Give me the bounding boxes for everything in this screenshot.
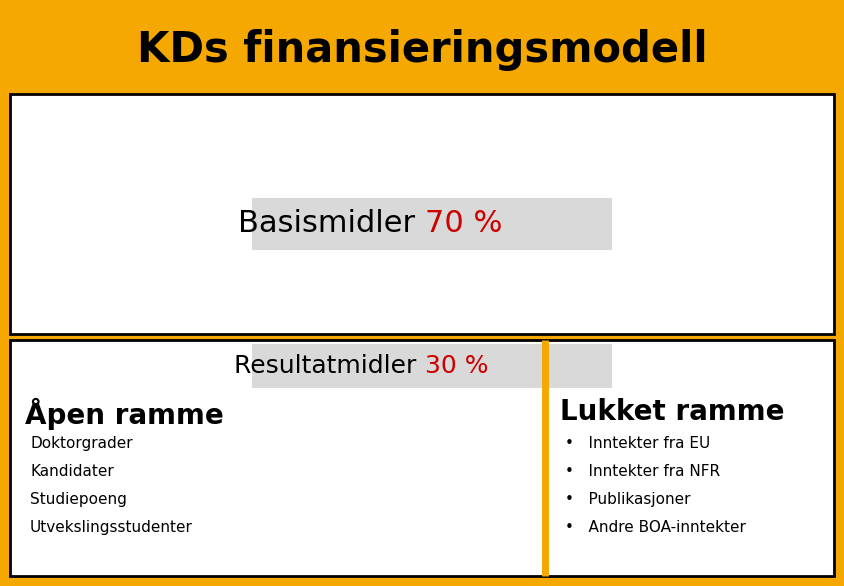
Text: •   Publikasjoner: • Publikasjoner	[565, 492, 690, 507]
Text: Resultatmidler: Resultatmidler	[235, 354, 425, 378]
Bar	[10, 340, 834, 576]
Text: Lukket ramme: Lukket ramme	[560, 398, 785, 426]
Text: Åpen ramme: Åpen ramme	[25, 398, 224, 430]
Bar	[10, 10, 834, 90]
Text: 70 %: 70 %	[425, 210, 502, 239]
Text: 30 %: 30 %	[425, 354, 489, 378]
Bar	[10, 94, 834, 334]
Text: Utvekslingsstudenter: Utvekslingsstudenter	[30, 520, 193, 535]
Text: •   Inntekter fra NFR: • Inntekter fra NFR	[565, 464, 720, 479]
Text: •   Inntekter fra EU: • Inntekter fra EU	[565, 436, 711, 451]
Text: Kandidater: Kandidater	[30, 464, 114, 479]
Text: Basismidler: Basismidler	[238, 210, 425, 239]
Text: Studiepoeng: Studiepoeng	[30, 492, 127, 507]
Text: •   Andre BOA-inntekter: • Andre BOA-inntekter	[565, 520, 746, 535]
Text: Doktorgrader: Doktorgrader	[30, 436, 133, 451]
Bar	[252, 344, 612, 388]
Text: KDs finansieringsmodell: KDs finansieringsmodell	[137, 29, 707, 71]
Bar	[252, 198, 612, 250]
